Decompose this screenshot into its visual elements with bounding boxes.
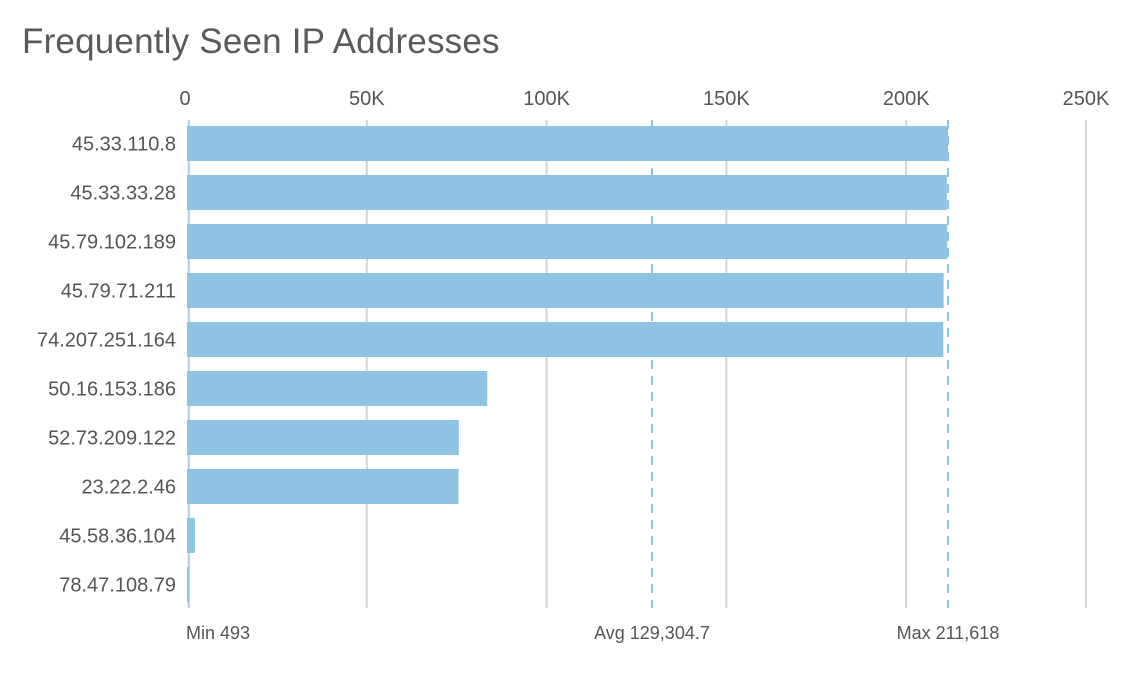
category-label: 52.73.209.122 bbox=[48, 428, 176, 450]
category-label: 23.22.2.46 bbox=[81, 477, 176, 499]
x-tick-label: 0 bbox=[179, 88, 190, 110]
bar bbox=[187, 224, 948, 259]
x-tick-label: 50K bbox=[349, 88, 385, 110]
x-tick-label: 150K bbox=[703, 88, 750, 110]
x-axis-ticks: 0 50K 100K 150K 200K 250K bbox=[179, 88, 1110, 110]
category-label: 45.33.33.28 bbox=[70, 183, 176, 205]
reference-labels: Min 493 Avg 129,304.7 Max 211,618 bbox=[186, 623, 999, 643]
chart-title: Frequently Seen IP Addresses bbox=[22, 22, 500, 61]
category-label: 45.33.110.8 bbox=[72, 134, 176, 156]
category-label: 50.16.153.186 bbox=[48, 379, 176, 401]
category-label: 45.79.102.189 bbox=[48, 232, 176, 254]
bars bbox=[187, 126, 948, 602]
bar bbox=[187, 567, 189, 602]
bar bbox=[187, 273, 944, 308]
bar bbox=[187, 469, 459, 504]
bar bbox=[187, 371, 488, 406]
bar bbox=[187, 420, 459, 455]
category-label: 78.47.108.79 bbox=[59, 575, 176, 597]
category-label: 45.58.36.104 bbox=[59, 526, 176, 548]
x-tick-label: 250K bbox=[1063, 88, 1110, 110]
category-label: 74.207.251.164 bbox=[37, 330, 176, 352]
x-tick-label: 100K bbox=[523, 88, 570, 110]
category-labels: 45.33.110.8 45.33.33.28 45.79.102.189 45.79… bbox=[37, 134, 176, 597]
bar bbox=[187, 518, 195, 553]
avg-label: Avg 129,304.7 bbox=[594, 623, 710, 643]
x-tick-label: 200K bbox=[883, 88, 930, 110]
max-label: Max 211,618 bbox=[897, 623, 1000, 643]
bar bbox=[187, 322, 944, 357]
min-label: Min 493 bbox=[186, 623, 250, 643]
bar bbox=[187, 126, 948, 161]
category-label: 45.79.71.211 bbox=[61, 281, 176, 303]
bar bbox=[187, 175, 947, 210]
